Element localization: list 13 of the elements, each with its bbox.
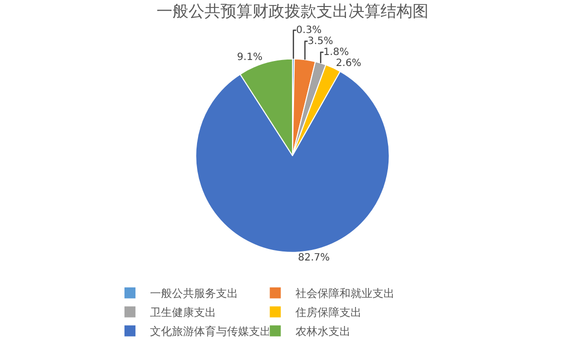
data-label: 0.3% bbox=[296, 24, 322, 36]
data-label: 9.1% bbox=[237, 52, 262, 64]
data-label: 3.5% bbox=[308, 36, 334, 47]
data-label: 2.6% bbox=[336, 58, 362, 69]
legend-label: 卫生健康支出 bbox=[150, 306, 216, 320]
data-label: 82.7% bbox=[298, 252, 330, 264]
chart-title: 一般公共预算财政拨款支出决算结构图 bbox=[156, 2, 428, 21]
legend-label: 一般公共服务支出 bbox=[150, 287, 238, 300]
data-label: 1.8% bbox=[323, 46, 349, 58]
legend-label: 住房保障支出 bbox=[295, 306, 362, 320]
legend-label: 文化旅游体育与传媒支出 bbox=[150, 325, 271, 338]
legend-label: 社会保障和就业支出 bbox=[295, 287, 394, 300]
legend-label: 农林水支出 bbox=[295, 325, 350, 338]
